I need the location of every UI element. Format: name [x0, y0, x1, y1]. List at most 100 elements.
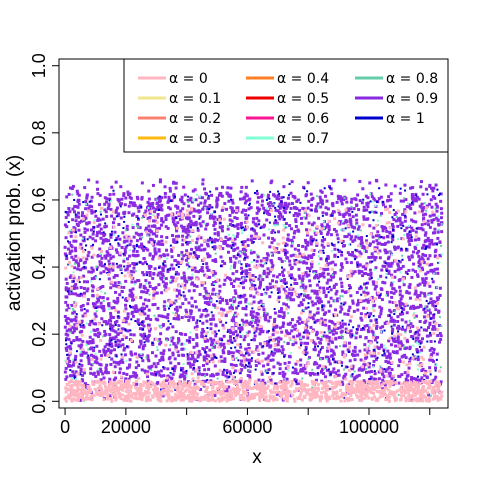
data-point	[109, 256, 113, 260]
data-point	[274, 222, 278, 226]
data-point	[131, 374, 135, 378]
data-point	[92, 253, 96, 257]
data-point	[192, 345, 196, 349]
data-point	[236, 227, 240, 231]
data-point	[357, 234, 360, 237]
data-point	[285, 294, 289, 298]
data-point	[330, 192, 334, 196]
data-point	[360, 201, 364, 205]
data-point	[79, 219, 83, 223]
data-point	[244, 272, 248, 276]
data-point	[378, 249, 382, 253]
data-point	[373, 338, 377, 342]
data-point	[392, 217, 396, 221]
data-point	[390, 377, 394, 381]
data-point	[87, 221, 91, 225]
data-point	[193, 300, 197, 304]
data-point	[153, 210, 157, 214]
data-point	[73, 246, 77, 250]
data-point	[74, 219, 78, 223]
data-point	[408, 258, 412, 262]
data-point	[377, 197, 381, 201]
data-point	[267, 354, 271, 358]
data-point	[366, 351, 370, 355]
data-point	[189, 309, 193, 313]
data-point	[277, 290, 281, 294]
data-point	[279, 213, 283, 217]
data-point	[259, 263, 263, 267]
data-point	[293, 206, 297, 210]
data-point	[194, 305, 198, 309]
data-point	[436, 215, 439, 218]
data-point	[411, 197, 415, 201]
data-point	[350, 235, 354, 239]
data-point	[390, 295, 394, 299]
data-point	[155, 229, 159, 233]
data-point	[438, 316, 441, 319]
data-point	[68, 210, 72, 214]
data-point	[120, 357, 124, 361]
data-point	[254, 276, 257, 279]
data-point	[228, 218, 232, 222]
data-point	[128, 254, 132, 258]
data-point	[199, 236, 203, 240]
data-point	[74, 260, 78, 264]
data-point	[348, 341, 352, 345]
data-point	[154, 354, 158, 358]
data-point	[304, 271, 308, 275]
data-point	[67, 192, 71, 196]
data-point	[332, 327, 336, 331]
data-point	[214, 292, 218, 296]
data-point	[410, 275, 414, 279]
data-point	[383, 383, 387, 387]
data-point	[401, 312, 405, 316]
data-point	[239, 294, 242, 297]
data-point	[410, 383, 414, 387]
data-point	[198, 353, 202, 357]
data-point	[389, 316, 393, 320]
data-point	[437, 340, 441, 344]
data-point	[399, 187, 402, 190]
data-point	[412, 338, 415, 341]
data-point	[435, 286, 438, 289]
data-point	[153, 314, 156, 317]
data-point	[257, 385, 261, 389]
data-point	[150, 364, 154, 368]
data-point	[321, 321, 324, 324]
data-point	[77, 365, 81, 369]
data-point	[266, 193, 270, 197]
data-point	[104, 292, 107, 295]
data-point	[426, 340, 429, 343]
data-point	[285, 256, 289, 260]
data-point	[177, 292, 181, 296]
data-point	[414, 297, 418, 301]
data-point	[381, 325, 385, 329]
data-point	[215, 356, 218, 359]
data-point	[122, 240, 126, 244]
data-point	[315, 204, 319, 208]
data-point	[362, 367, 366, 371]
data-point	[182, 274, 186, 278]
data-point	[205, 296, 209, 300]
data-point	[133, 247, 136, 250]
data-point	[398, 374, 402, 378]
data-point	[279, 279, 283, 283]
data-point	[391, 238, 395, 242]
data-point	[86, 302, 90, 306]
data-point	[297, 304, 301, 308]
data-point	[209, 236, 212, 239]
data-point	[230, 247, 233, 250]
data-point	[114, 290, 118, 294]
data-point	[130, 213, 134, 217]
data-point	[173, 195, 176, 198]
data-point	[220, 185, 224, 189]
data-point	[107, 259, 111, 263]
data-point	[148, 252, 152, 256]
data-point	[83, 388, 87, 392]
data-point	[420, 206, 424, 210]
data-point	[105, 322, 109, 326]
data-point	[201, 207, 205, 211]
data-point	[84, 203, 87, 206]
data-point	[312, 270, 316, 274]
data-point	[423, 244, 427, 248]
